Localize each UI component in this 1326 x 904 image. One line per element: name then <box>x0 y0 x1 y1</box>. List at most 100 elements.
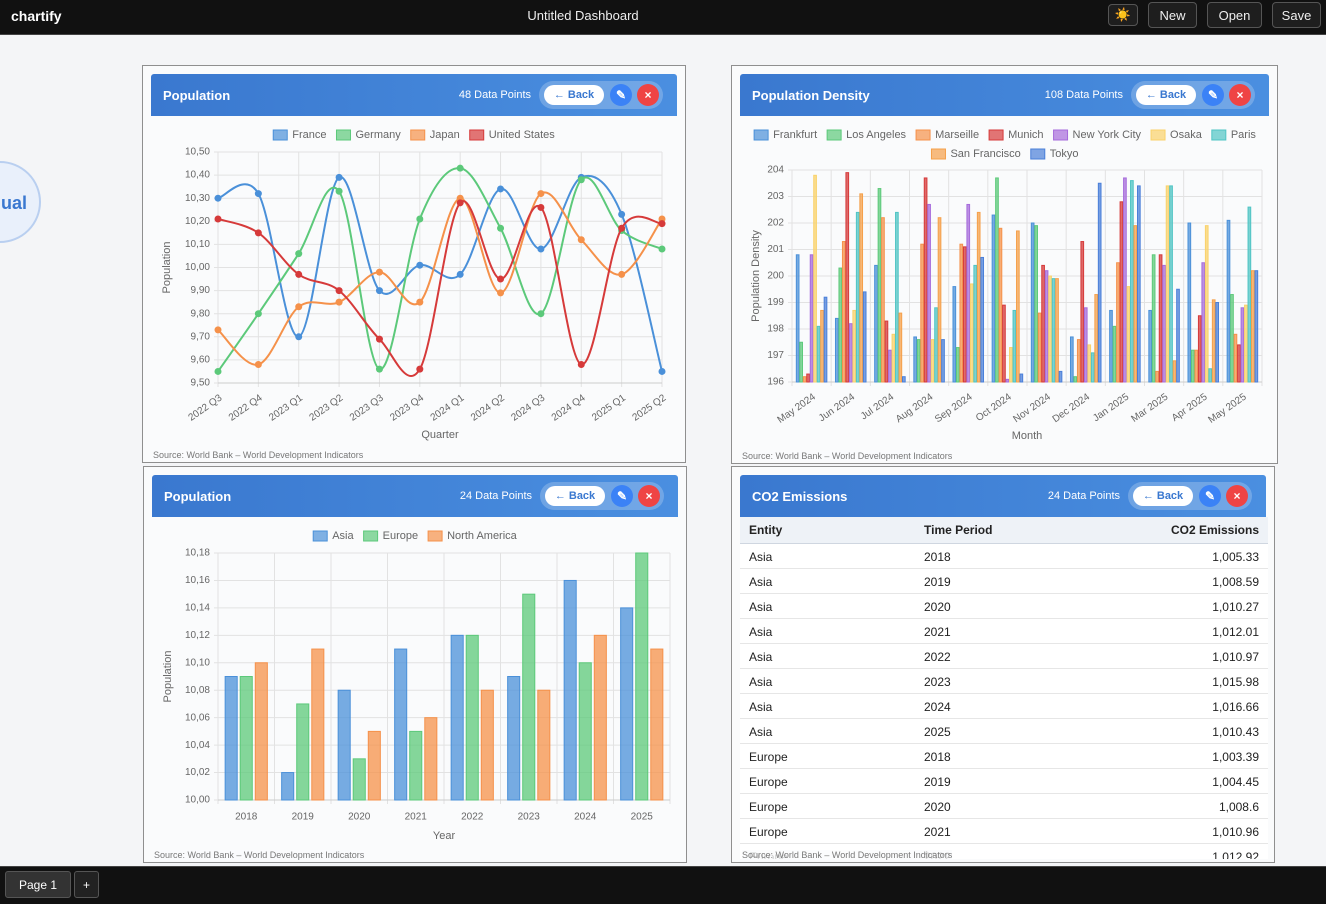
table-cell: Europe <box>749 750 788 764</box>
close-button[interactable]: × <box>638 485 660 507</box>
add-page-button[interactable]: + <box>74 871 99 898</box>
table-cell: 2025 <box>924 725 951 739</box>
table-cell: 2021 <box>924 825 951 839</box>
edit-button[interactable]: ✎ <box>611 485 633 507</box>
table-row: Europe 2021 1,010.96 <box>740 819 1268 844</box>
table-row: Europe 2020 1,008.6 <box>740 794 1268 819</box>
panel-header: Population 48 Data Points ← Back ✎ × <box>151 74 677 116</box>
panel-actions: ← Back ✎ × <box>1131 81 1255 109</box>
column-header: Entity <box>749 523 783 537</box>
panel-title: Population <box>163 88 231 103</box>
table-row: Asia 2020 1,010.27 <box>740 594 1268 619</box>
panel-actions: ← Back ✎ × <box>539 81 663 109</box>
table-row: Asia 2023 1,015.98 <box>740 669 1268 694</box>
source-note: Source: World Bank – World Development I… <box>742 451 953 461</box>
close-button[interactable]: × <box>1226 485 1248 507</box>
table-cell: 2018 <box>924 750 951 764</box>
data-points-count: 24 Data Points <box>459 490 532 502</box>
close-button[interactable]: × <box>637 84 659 106</box>
table-cell: Asia <box>749 725 773 739</box>
table-cell: Europe <box>749 775 788 789</box>
table-cell: 1,015.98 <box>1212 675 1259 689</box>
bottom-bar: Page 1 + <box>0 866 1326 904</box>
edit-button[interactable]: ✎ <box>1199 485 1221 507</box>
panel-header: CO2 Emissions 24 Data Points ← Back ✎ × <box>740 475 1266 517</box>
source-note: Source: World Bank – World Development I… <box>742 850 953 860</box>
table-cell: Europe <box>749 825 788 839</box>
panel-actions: ← Back ✎ × <box>1128 482 1252 510</box>
table-row: Asia 2024 1,016.66 <box>740 694 1268 719</box>
table-cell: Asia <box>749 600 773 614</box>
data-points-count: 108 Data Points <box>1044 89 1123 101</box>
table-cell: 2020 <box>924 600 951 614</box>
panel-actions: ← Back ✎ × <box>540 482 664 510</box>
panel: Population 48 Data Points ← Back ✎ × Source: … <box>142 65 686 463</box>
table-cell: 2019 <box>924 775 951 789</box>
table-row: Asia 2021 1,012.01 <box>740 619 1268 644</box>
top-bar: chartify Untitled Dashboard ☀️ New Open … <box>0 0 1326 35</box>
table-cell: 1,005.33 <box>1212 550 1259 564</box>
dashboard-title[interactable]: Untitled Dashboard <box>527 8 639 23</box>
panel: Population Density 108 Data Points ← Back ✎… <box>731 65 1278 464</box>
table-cell: Asia <box>749 700 773 714</box>
table-cell: 2024 <box>924 700 951 714</box>
panel-title: Population <box>164 489 232 504</box>
table-cell: 2019 <box>924 575 951 589</box>
table-cell: 1,010.27 <box>1212 600 1259 614</box>
table-row: Asia 2025 1,010.43 <box>740 719 1268 744</box>
table-cell: 2023 <box>924 675 951 689</box>
back-button[interactable]: ← Back <box>544 85 604 105</box>
table-cell: 1,012.92 <box>1212 850 1259 859</box>
table-cell: 1,008.59 <box>1212 575 1259 589</box>
back-button[interactable]: ← Back <box>1136 85 1196 105</box>
back-button[interactable]: ← Back <box>545 486 605 506</box>
table-cell: 2021 <box>924 625 951 639</box>
table-row: Asia 2022 1,010.97 <box>740 644 1268 669</box>
new-button[interactable]: New <box>1148 2 1197 28</box>
panel-title: Population Density <box>752 88 870 103</box>
table-cell: 1,010.97 <box>1212 650 1259 664</box>
table-row: Asia 2019 1,008.59 <box>740 569 1268 594</box>
table-cell: 2022 <box>924 650 951 664</box>
table-cell: Asia <box>749 575 773 589</box>
close-button[interactable]: × <box>1229 84 1251 106</box>
table-cell: 2020 <box>924 800 951 814</box>
table-cell: 2018 <box>924 550 951 564</box>
table-cell: Asia <box>749 675 773 689</box>
table-row: Europe 2019 1,004.45 <box>740 769 1268 794</box>
panel-header: Population 24 Data Points ← Back ✎ × <box>152 475 678 517</box>
table-cell: 1,012.01 <box>1212 625 1259 639</box>
app-name[interactable]: chartify <box>11 8 62 24</box>
side-label: ual <box>0 193 27 213</box>
table-cell: 1,016.66 <box>1212 700 1259 714</box>
save-button[interactable]: Save <box>1272 2 1321 28</box>
table-cell: Asia <box>749 650 773 664</box>
back-button[interactable]: ← Back <box>1133 486 1193 506</box>
table-cell: Asia <box>749 625 773 639</box>
data-points-count: 24 Data Points <box>1047 490 1120 502</box>
panel: Population 24 Data Points ← Back ✎ × Source: … <box>143 466 687 863</box>
table-cell: 1,010.96 <box>1212 825 1259 839</box>
table-row: Europe 2018 1,003.39 <box>740 744 1268 769</box>
edit-button[interactable]: ✎ <box>1202 84 1224 106</box>
theme-button[interactable]: ☀️ <box>1108 4 1138 26</box>
source-note: Source: World Bank – World Development I… <box>154 850 365 860</box>
table-cell: 1,004.45 <box>1212 775 1259 789</box>
table-row: Asia 2018 1,005.33 <box>740 544 1268 569</box>
table-cell: Asia <box>749 550 773 564</box>
side-bubble[interactable]: ual <box>0 161 41 243</box>
data-table: Entity Time Period CO2 Emissions Asia 2018 1,… <box>740 517 1268 859</box>
panel: CO2 Emissions 24 Data Points ← Back ✎ × Entit… <box>731 466 1275 863</box>
table-cell: Europe <box>749 800 788 814</box>
edit-button[interactable]: ✎ <box>610 84 632 106</box>
source-note: Source: World Bank – World Development I… <box>153 450 364 460</box>
data-points-count: 48 Data Points <box>458 89 531 101</box>
panel-header: Population Density 108 Data Points ← Back ✎… <box>740 74 1269 116</box>
table-header-row: Entity Time Period CO2 Emissions <box>740 517 1268 544</box>
table-cell: 1,008.6 <box>1218 800 1259 814</box>
column-header: CO2 Emissions <box>1170 523 1259 537</box>
page-tab[interactable]: Page 1 <box>5 871 71 898</box>
column-header: Time Period <box>924 523 993 537</box>
open-button[interactable]: Open <box>1207 2 1262 28</box>
